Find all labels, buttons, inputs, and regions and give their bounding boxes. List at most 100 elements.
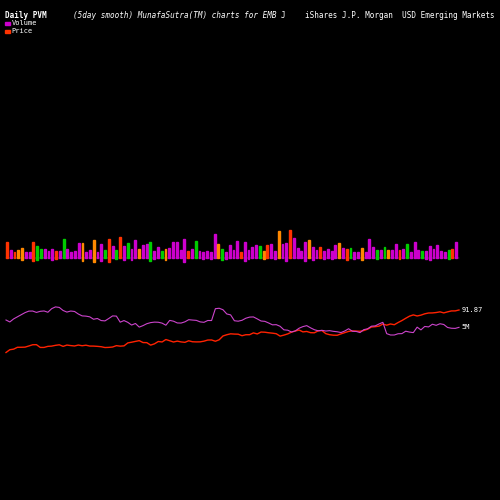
Bar — [354, 252, 355, 258]
Bar — [429, 258, 430, 260]
Bar — [198, 251, 200, 258]
Bar — [372, 248, 374, 258]
Bar — [82, 242, 84, 258]
Text: iShares J.P. Morgan  USD Emerging Markets: iShares J.P. Morgan USD Emerging Markets — [306, 11, 495, 20]
Bar — [289, 230, 291, 258]
Bar — [48, 252, 50, 258]
Bar — [342, 248, 344, 258]
Bar — [418, 250, 420, 258]
Bar — [40, 249, 42, 258]
Bar — [127, 242, 128, 258]
Bar — [44, 248, 46, 258]
Bar — [184, 239, 186, 258]
Bar — [52, 250, 53, 258]
Bar — [262, 258, 264, 259]
Bar — [440, 252, 442, 258]
Bar — [138, 248, 140, 258]
Bar — [262, 250, 264, 258]
Bar — [286, 258, 287, 261]
Bar — [421, 251, 423, 258]
Bar — [10, 250, 12, 258]
Bar — [21, 258, 23, 260]
Bar — [146, 244, 148, 258]
Bar — [59, 251, 60, 258]
Bar — [425, 250, 427, 258]
Bar — [202, 258, 204, 259]
Bar — [429, 246, 430, 258]
Bar — [5, 22, 10, 25]
Bar — [354, 258, 355, 259]
Bar — [55, 251, 57, 258]
Bar — [164, 258, 166, 260]
Bar — [259, 246, 261, 258]
Bar — [18, 250, 19, 258]
Bar — [21, 248, 23, 258]
Bar — [210, 252, 212, 258]
Bar — [308, 240, 310, 258]
Bar — [100, 258, 102, 261]
Bar — [248, 250, 250, 258]
Bar — [221, 258, 223, 260]
Bar — [176, 242, 178, 258]
Bar — [282, 244, 284, 258]
Bar — [153, 258, 155, 259]
Bar — [312, 258, 314, 260]
Bar — [286, 244, 287, 258]
Bar — [398, 258, 400, 260]
Bar — [123, 258, 125, 260]
Bar — [32, 258, 34, 262]
Bar — [225, 258, 227, 259]
Bar — [78, 244, 80, 258]
Bar — [398, 250, 400, 258]
Bar — [266, 246, 268, 258]
Bar — [376, 258, 378, 260]
Bar — [425, 258, 427, 259]
Bar — [218, 244, 220, 258]
Bar — [6, 242, 8, 258]
Bar — [448, 258, 450, 260]
Bar — [296, 248, 298, 258]
Bar — [388, 250, 389, 258]
Bar — [191, 250, 193, 258]
Bar — [25, 252, 27, 258]
Bar — [248, 258, 250, 260]
Bar — [86, 252, 87, 258]
Bar — [93, 258, 94, 262]
Bar — [123, 246, 125, 258]
Bar — [320, 247, 321, 258]
Bar — [384, 248, 386, 258]
Bar — [338, 244, 340, 258]
Bar — [323, 252, 325, 258]
Bar — [330, 250, 332, 258]
Bar — [232, 250, 234, 258]
Bar — [104, 250, 106, 258]
Bar — [357, 252, 359, 258]
Bar — [380, 250, 382, 258]
Bar — [406, 244, 408, 258]
Text: Volume: Volume — [12, 20, 37, 26]
Bar — [112, 246, 114, 258]
Bar — [36, 246, 38, 258]
Bar — [168, 248, 170, 258]
Bar — [187, 251, 189, 258]
Bar — [28, 252, 30, 258]
Bar — [130, 258, 132, 260]
Bar — [164, 249, 166, 258]
Bar — [108, 239, 110, 258]
Bar — [134, 240, 136, 258]
Bar — [402, 249, 404, 258]
Bar — [255, 246, 257, 258]
Bar — [116, 258, 117, 260]
Bar — [414, 242, 416, 258]
Bar — [236, 241, 238, 258]
Bar — [334, 244, 336, 258]
Bar — [74, 251, 76, 258]
Bar — [330, 258, 332, 259]
Bar — [391, 250, 393, 258]
Bar — [327, 249, 329, 258]
Bar — [293, 238, 295, 258]
Bar — [157, 248, 159, 258]
Bar — [89, 250, 91, 258]
Bar — [228, 246, 230, 258]
Bar — [130, 250, 132, 258]
